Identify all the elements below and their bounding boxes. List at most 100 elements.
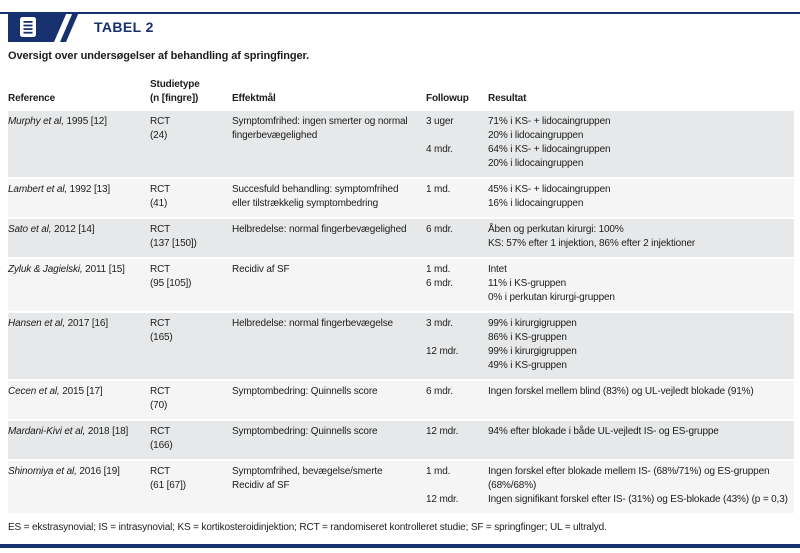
- result-cell: 71% i KS- + lidocaingruppen 20% i lidocai…: [488, 115, 794, 143]
- followup-result-grid: 1 md. Intet 6 mdr. 11% i KS-gruppen 0% i per…: [426, 263, 794, 305]
- result-cell: Ingen forskel mellem blind (83%) og UL-v…: [488, 385, 794, 413]
- result-line: 64% i KS- + lidocaingruppen: [488, 144, 611, 155]
- studytype-cell: RCT (165): [150, 317, 232, 373]
- followup-result-grid: 3 uger 71% i KS- + lidocaingruppen 20% i l…: [426, 115, 794, 171]
- study-n: (41): [150, 198, 168, 209]
- study-n: (95 [105]): [150, 278, 192, 289]
- study-n: (70): [150, 400, 168, 411]
- endpoint-line: Symptomfrihed: ingen smerter og normal f…: [232, 116, 408, 141]
- column-header-followup: Followup: [426, 93, 469, 104]
- study-type: RCT: [150, 116, 171, 127]
- result-line: 45% i KS- + lidocaingruppen: [488, 184, 611, 195]
- reference-cell: Lambert et al, 1992 [13]: [8, 183, 150, 211]
- reference-cell: Zyluk & Jagielski, 2011 [15]: [8, 263, 150, 305]
- reference-year: 1992 [13]: [67, 184, 111, 195]
- column-header-effektmaal: Effektmål: [232, 93, 276, 104]
- reference-authors: Zyluk & Jagielski,: [8, 264, 83, 275]
- result-line: 99% i kirurgigruppen: [488, 346, 577, 357]
- bottom-divider: [0, 544, 800, 548]
- table-header-row: Reference Studietype (n [fingre]) Effekt…: [8, 78, 794, 111]
- result-cell: Intet: [488, 263, 794, 277]
- study-type: RCT: [150, 318, 171, 329]
- result-cell: Ingen forskel efter blokade mellem IS- (…: [488, 465, 794, 493]
- tabel-badge-shape: [8, 12, 79, 42]
- endpoint-cell: Recidiv af SF: [232, 263, 426, 305]
- result-line: 49% i KS-gruppen: [488, 360, 567, 371]
- followup-time: 4 mdr.: [426, 144, 453, 155]
- column-header-studietype-line2: (n [fingre]): [150, 93, 199, 104]
- result-line: 11% i KS-gruppen: [488, 278, 567, 289]
- endpoint-line: Symptombedring: Quinnells score: [232, 386, 378, 397]
- result-cell: 45% i KS- + lidocaingruppen 16% i lidocai…: [488, 183, 794, 211]
- result-cell: Ingen signifikant forskel efter IS- (31%…: [488, 493, 794, 507]
- result-line: KS: 57% efter 1 injektion, 86% efter 2 i…: [488, 238, 696, 249]
- study-type: RCT: [150, 264, 171, 275]
- reference-cell: Mardani-Kivi et al, 2018 [18]: [8, 425, 150, 453]
- endpoint-line: Symptombedring: Quinnells score: [232, 426, 378, 437]
- result-cell: 94% efter blokade i både UL-vejledt IS- …: [488, 425, 794, 453]
- column-header-studietype: Studietype (n [fingre]): [150, 78, 232, 106]
- reference-year: 1995 [12]: [63, 116, 107, 127]
- endpoint-cell: Symptombedring: Quinnells score: [232, 385, 426, 413]
- table-title: Oversigt over undersøgelser af behandlin…: [8, 50, 310, 62]
- reference-authors: Shinomiya et al,: [8, 466, 77, 477]
- result-line: Ingen forskel efter blokade mellem IS- (…: [488, 466, 770, 491]
- result-cell: 99% i kirurgigruppen 86% i KS-gruppen: [488, 317, 794, 345]
- result-line: 99% i kirurgigruppen: [488, 318, 577, 329]
- endpoint-line: Recidiv af SF: [232, 264, 290, 275]
- endpoint-line: Recidiv af SF: [232, 480, 290, 491]
- studytype-cell: RCT (95 [105]): [150, 263, 232, 305]
- result-line: 86% i KS-gruppen: [488, 332, 567, 343]
- endpoint-line: Succesfuld behandling: symptomfrihed ell…: [232, 184, 399, 209]
- studytype-cell: RCT (61 [67]): [150, 465, 232, 507]
- top-divider: [0, 12, 800, 14]
- result-line: 16% i lidocaingruppen: [488, 198, 584, 209]
- result-cell: 64% i KS- + lidocaingruppen 20% i lidocai…: [488, 143, 794, 171]
- study-n: (24): [150, 130, 168, 141]
- followup-time: 1 md.: [426, 264, 451, 275]
- followup-time: 12 mdr.: [426, 494, 459, 505]
- abbreviations-footnote: ES = ekstrasynovial; IS = intrasynovial;…: [8, 522, 607, 533]
- endpoint-cell: Symptomfrihed, bevægelse/smerte Recidiv a…: [232, 465, 426, 507]
- reference-authors: Mardani-Kivi et al,: [8, 426, 86, 437]
- followup-result-grid: 6 mdr. Åben og perkutan kirurgi: 100% KS: …: [426, 223, 794, 251]
- endpoint-cell: Symptombedring: Quinnells score: [232, 425, 426, 453]
- followup-result-grid: 1 md. Ingen forskel efter blokade mellem …: [426, 465, 794, 507]
- table-row: Hansen et al, 2017 [16] RCT (165) Helbre…: [8, 313, 794, 379]
- column-header-studietype-line1: Studietype: [150, 79, 200, 90]
- reference-cell: Shinomiya et al, 2016 [19]: [8, 465, 150, 507]
- studytype-cell: RCT (70): [150, 385, 232, 413]
- studytype-cell: RCT (166): [150, 425, 232, 453]
- endpoint-cell: Helbredelse: normal fingerbevægelighed: [232, 223, 426, 251]
- reference-year: 2018 [18]: [85, 426, 129, 437]
- reference-year: 2015 [17]: [59, 386, 103, 397]
- followup-result-grid: 3 mdr. 99% i kirurgigruppen 86% i KS-grupp…: [426, 317, 794, 373]
- study-type: RCT: [150, 224, 171, 235]
- studytype-cell: RCT (41): [150, 183, 232, 211]
- table-row: Sato et al, 2012 [14] RCT (137 [150]) He…: [8, 219, 794, 257]
- reference-authors: Cecen et al,: [8, 386, 60, 397]
- table-row: Mardani-Kivi et al, 2018 [18] RCT (166) …: [8, 421, 794, 459]
- study-type: RCT: [150, 426, 171, 437]
- followup-time: 6 mdr.: [426, 386, 453, 397]
- study-type: RCT: [150, 386, 171, 397]
- table-content: Oversigt over undersøgelser af behandlin…: [8, 50, 794, 534]
- result-line: Ingen forskel mellem blind (83%) og UL-v…: [488, 386, 754, 397]
- followup-result-grid: 6 mdr. Ingen forskel mellem blind (83%) o…: [426, 385, 794, 413]
- reference-authors: Lambert et al,: [8, 184, 68, 195]
- column-header-reference: Reference: [8, 93, 56, 104]
- table-row: Murphy et al, 1995 [12] RCT (24) Symptom…: [8, 111, 794, 177]
- study-n: (137 [150]): [150, 238, 197, 249]
- result-line: Ingen signifikant forskel efter IS- (31%…: [488, 494, 788, 505]
- study-n: (165): [150, 332, 173, 343]
- studytype-cell: RCT (137 [150]): [150, 223, 232, 251]
- result-line: 94% efter blokade i både UL-vejledt IS- …: [488, 426, 719, 437]
- reference-year: 2011 [15]: [82, 264, 125, 275]
- table-body: Murphy et al, 1995 [12] RCT (24) Symptom…: [8, 111, 794, 513]
- followup-result-grid: 12 mdr. 94% efter blokade i både UL-vejle…: [426, 425, 794, 453]
- table-row: Zyluk & Jagielski, 2011 [15] RCT (95 [10…: [8, 259, 794, 311]
- result-line: 71% i KS- + lidocaingruppen: [488, 116, 611, 127]
- document-lines-icon: [20, 17, 36, 37]
- reference-authors: Hansen et al,: [8, 318, 65, 329]
- column-header-resultat: Resultat: [488, 93, 527, 104]
